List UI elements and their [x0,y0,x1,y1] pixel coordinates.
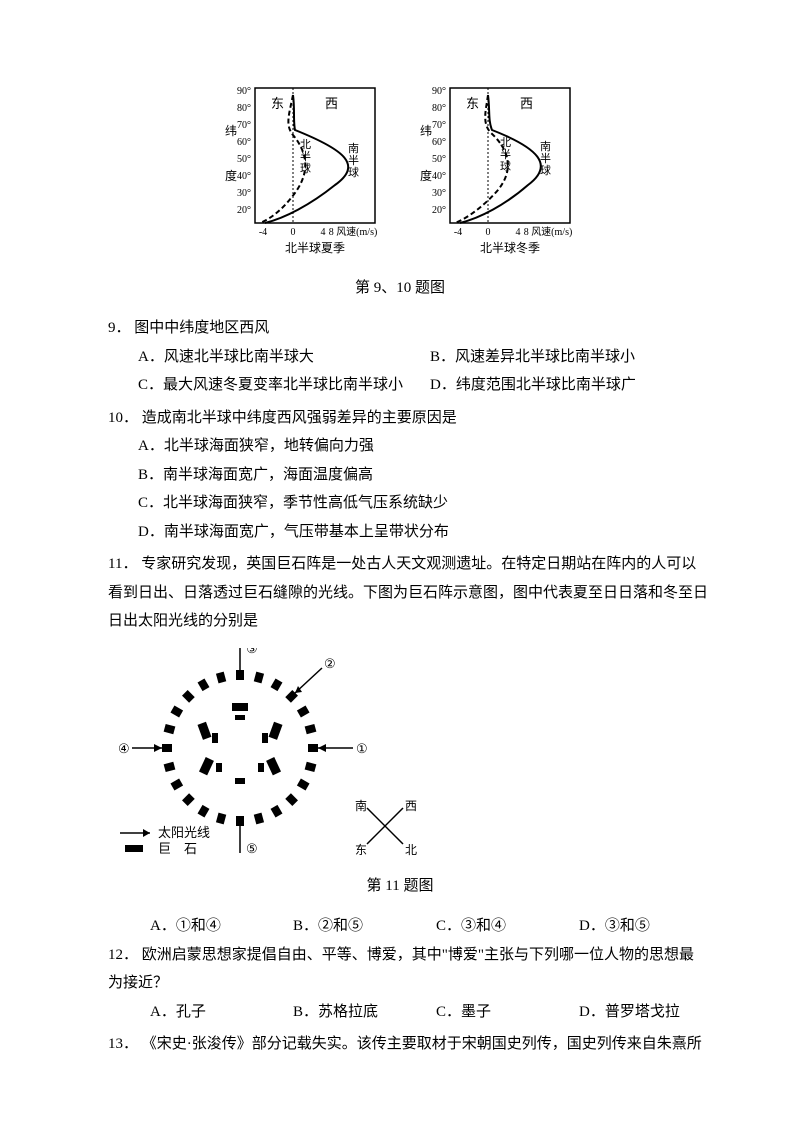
q10-opt-a: A．北半球海面狭窄，地转偏向力强 [138,432,710,461]
svg-text:20°: 20° [432,205,446,216]
q10-num: 10． [108,410,138,426]
svg-text:30°: 30° [237,188,251,199]
svg-text:0: 0 [291,227,296,238]
q13-text: 《宋史·张浚传》部分记载失实。该传主要取材于宋朝国史列传，国史列传来自朱熹所 [142,1036,702,1052]
svg-text:40°: 40° [237,171,251,182]
svg-text:北: 北 [405,843,417,857]
svg-text:20°: 20° [237,205,251,216]
q12-text: 欧洲启蒙思想家提倡自由、平等、博爱，其中"博爱"主张与下列哪一位人物的思想最 [142,947,694,963]
svg-text:80°: 80° [237,103,251,114]
q10-opt-c: C．北半球海面狭窄，季节性高低气压系统缺少 [138,489,710,518]
svg-text:北半球冬季: 北半球冬季 [480,240,540,255]
question-12: 12． 欧洲启蒙思想家提倡自由、平等、博爱，其中"博爱"主张与下列哪一位人物的思… [90,941,710,1027]
q11-options: A．①和④ B．②和⑤ C．③和④ D．③和⑤ [90,912,710,941]
svg-text:半: 半 [300,149,311,163]
svg-text:④: ④ [118,741,130,756]
stonehenge-diagram: ③ ② ① ④ ⑤ 太阳光线 巨 石 [90,648,710,868]
svg-text:30°: 30° [432,188,446,199]
svg-text:8 风速(m/s): 8 风速(m/s) [524,226,573,238]
q12-num: 12． [108,947,138,963]
svg-text:40°: 40° [432,171,446,182]
svg-text:半: 半 [348,153,359,167]
q10-opt-d: D．南半球海面宽广，气压带基本上呈带状分布 [138,518,710,547]
q11-opt-c: C．③和④ [436,912,567,941]
question-13: 13． 《宋史·张浚传》部分记载失实。该传主要取材于宋朝国史列传，国史列传来自朱… [90,1030,710,1059]
question-10: 10． 造成南北半球中纬度西风强弱差异的主要原因是 A．北半球海面狭窄，地转偏向… [90,404,710,547]
svg-text:南: 南 [355,798,367,813]
q10-opt-b: B．南半球海面宽广，海面温度偏高 [138,461,710,490]
svg-text:60°: 60° [237,137,251,148]
svg-text:4: 4 [321,227,326,238]
q9-opt-a: A．风速北半球比南半球大 [138,343,418,372]
svg-text:纬: 纬 [420,124,432,138]
svg-text:东: 东 [466,96,479,111]
chart-winter: 90° 80° 70° 60° 50° 40° 30° 20° 纬 度 -4 0… [410,80,585,255]
svg-text:球: 球 [540,163,551,177]
svg-text:-4: -4 [454,227,462,238]
q9-opt-c: C．最大风速冬夏变率北半球比南半球小 [138,371,418,400]
svg-text:西: 西 [520,96,533,111]
q12-opt-a: A．孔子 [150,998,281,1027]
q11-opt-a: A．①和④ [150,912,281,941]
svg-text:西: 西 [325,96,338,111]
svg-text:东: 东 [271,96,284,111]
question-11: 11． 专家研究发现，英国巨石阵是一处古人天文观测遗址。在特定日期站在阵内的人可… [90,550,710,636]
svg-text:90°: 90° [432,86,446,97]
q10-text: 造成南北半球中纬度西风强弱差异的主要原因是 [142,410,457,426]
svg-text:②: ② [324,656,336,671]
svg-text:8 风速(m/s): 8 风速(m/s) [329,226,378,238]
svg-text:纬: 纬 [225,124,237,138]
svg-text:-4: -4 [259,227,267,238]
q11-text: 专家研究发现，英国巨石阵是一处古人天文观测遗址。在特定日期站在阵内的人可以看到日… [108,556,708,629]
q12-opt-c: C．墨子 [436,998,567,1027]
svg-text:南: 南 [348,142,359,155]
svg-text:半: 半 [500,147,511,161]
question-9: 9． 图中中纬度地区西风 A．风速北半球比南半球大 B．风速差异北半球比南半球小… [90,314,710,400]
svg-text:北半球夏季: 北半球夏季 [285,241,345,255]
svg-text:南: 南 [540,140,551,153]
q9-num: 9． [108,320,131,336]
q11-num: 11． [108,556,137,572]
svg-text:50°: 50° [237,154,251,165]
svg-text:60°: 60° [432,137,446,148]
svg-text:球: 球 [348,165,359,179]
svg-text:半: 半 [540,151,551,165]
svg-text:90°: 90° [237,86,251,97]
svg-text:球: 球 [300,161,311,175]
q11-opt-b: B．②和⑤ [293,912,424,941]
q12-opt-b: B．苏格拉底 [293,998,424,1027]
svg-text:北: 北 [500,136,511,149]
q9-text: 图中中纬度地区西风 [134,320,269,336]
svg-text:巨 石: 巨 石 [158,841,197,856]
svg-text:①: ① [356,741,368,756]
svg-text:球: 球 [500,159,511,173]
chart-summer: 90° 80° 70° 60° 50° 40° 30° 20° 纬 度 -4 0… [215,80,390,255]
svg-text:东: 东 [355,843,367,857]
svg-text:③: ③ [246,648,258,656]
svg-text:4: 4 [516,227,521,238]
svg-text:北: 北 [300,138,311,151]
q13-num: 13． [108,1036,138,1052]
chart-pair-container: 90° 80° 70° 60° 50° 40° 30° 20° 纬 度 -4 0… [90,80,710,266]
svg-text:70°: 70° [237,120,251,131]
q9-opt-d: D．纬度范围北半球比南半球广 [430,371,710,400]
q12-opt-d: D．普罗塔戈拉 [579,998,710,1027]
svg-text:80°: 80° [432,103,446,114]
q11-opt-d: D．③和⑤ [579,912,710,941]
q12-text2: 为接近？ [108,975,168,991]
svg-text:70°: 70° [432,120,446,131]
chart-caption: 第 9、10 题图 [90,274,710,303]
svg-text:⑤: ⑤ [246,841,258,856]
svg-text:太阳光线: 太阳光线 [158,825,210,840]
svg-text:度: 度 [225,168,237,183]
svg-text:50°: 50° [432,154,446,165]
diagram-caption: 第 11 题图 [90,872,710,901]
svg-text:0: 0 [486,227,491,238]
q9-opt-b: B．风速差异北半球比南半球小 [430,343,710,372]
svg-text:度: 度 [420,168,432,183]
svg-text:西: 西 [405,799,417,813]
